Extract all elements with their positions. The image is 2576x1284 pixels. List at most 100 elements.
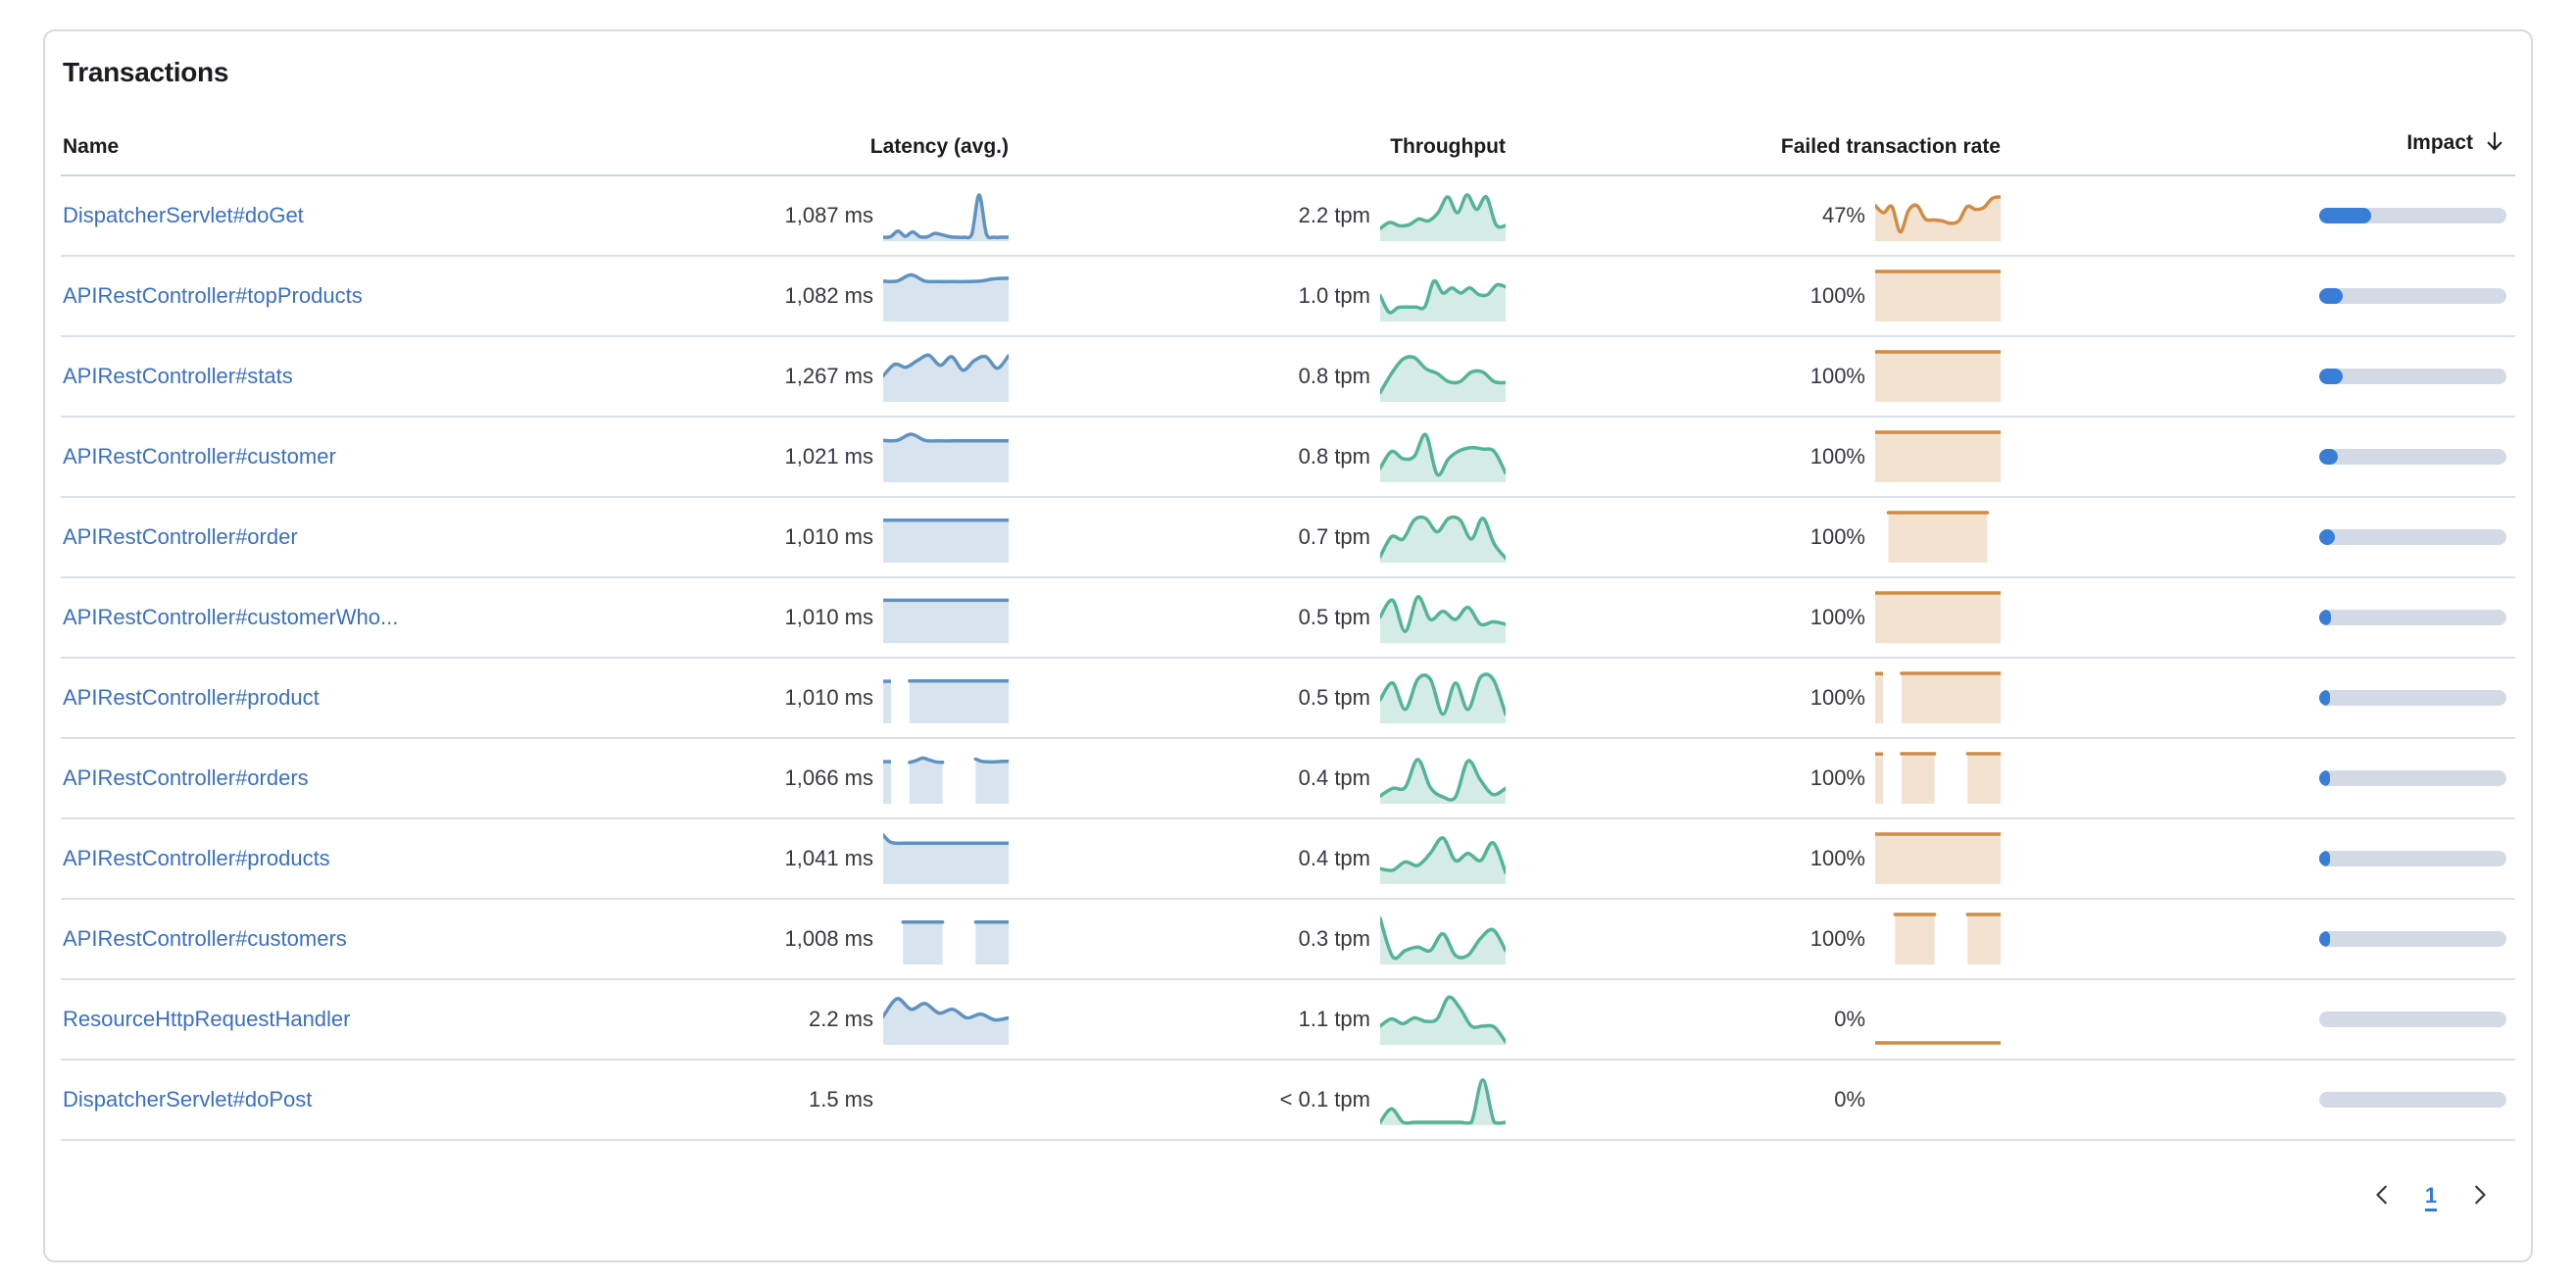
latency-sparkline xyxy=(881,189,1011,242)
throughput-value: 0.8 tpm xyxy=(1298,364,1370,388)
table-row: APIRestController#orders 1,066 ms 0.4 tp… xyxy=(61,739,2515,819)
transaction-name-link[interactable]: APIRestController#orders xyxy=(63,765,309,790)
name-cell: APIRestController#customerWho... xyxy=(61,605,596,630)
table-row: APIRestController#products 1,041 ms 0.4 … xyxy=(61,819,2515,900)
table-row: APIRestController#order 1,010 ms 0.7 tpm… xyxy=(61,498,2515,578)
failed-rate-sparkline xyxy=(1875,752,2003,805)
impact-bar-track xyxy=(2319,529,2506,545)
impact-bar-track xyxy=(2319,288,2506,304)
latency-cell: 1,267 ms xyxy=(596,350,1017,403)
latency-cell: 1,021 ms xyxy=(596,430,1017,483)
failed-rate-sparkline xyxy=(1873,591,2003,644)
latency-value: 1,082 ms xyxy=(784,283,874,308)
column-header-name[interactable]: Name xyxy=(63,135,120,158)
name-cell: APIRestController#orders xyxy=(61,765,596,791)
transaction-name-link[interactable]: APIRestController#topProducts xyxy=(63,283,363,308)
column-header-throughput[interactable]: Throughput xyxy=(1390,135,1506,158)
failed-rate-value: 100% xyxy=(1809,444,1865,469)
impact-cell xyxy=(2009,208,2515,223)
throughput-sparkline xyxy=(1378,189,1508,242)
latency-sparkline xyxy=(883,752,1011,805)
impact-cell xyxy=(2009,931,2515,947)
failed-rate-value: 100% xyxy=(1809,846,1865,870)
table-row: APIRestController#topProducts 1,082 ms 1… xyxy=(61,257,2515,337)
failed-rate-sparkline xyxy=(1873,993,2003,1046)
pagination-prev-button[interactable] xyxy=(2360,1174,2403,1217)
impact-bar-track xyxy=(2319,690,2506,706)
chevron-left-icon xyxy=(2370,1183,2394,1210)
name-cell: APIRestController#customers xyxy=(61,926,596,952)
latency-cell: 1,010 ms xyxy=(596,591,1017,644)
panel-title: Transactions xyxy=(63,57,229,87)
pagination-next-button[interactable] xyxy=(2458,1174,2502,1217)
transaction-name-link[interactable]: DispatcherServlet#doPost xyxy=(63,1087,313,1111)
impact-cell xyxy=(2009,288,2515,304)
column-header-impact[interactable]: Impact xyxy=(2009,129,2515,159)
pagination-page-current[interactable]: 1 xyxy=(2409,1174,2452,1217)
latency-value: 2.2 ms xyxy=(808,1007,873,1031)
throughput-value: 2.2 tpm xyxy=(1298,203,1370,227)
transaction-name-link[interactable]: APIRestController#product xyxy=(63,685,320,710)
failed-rate-sparkline xyxy=(1873,430,2003,483)
failed-rate-value: 100% xyxy=(1809,926,1865,951)
latency-value: 1.5 ms xyxy=(808,1087,873,1111)
failed-rate-value: 47% xyxy=(1821,203,1865,227)
latency-cell: 1,010 ms xyxy=(596,511,1017,564)
table-row: DispatcherServlet#doGet 1,087 ms 2.2 tpm… xyxy=(61,176,2515,257)
column-header-impact-label: Impact xyxy=(2406,131,2473,154)
throughput-value: 1.0 tpm xyxy=(1298,283,1370,308)
impact-bar-track xyxy=(2319,208,2506,223)
table-body: DispatcherServlet#doGet 1,087 ms 2.2 tpm… xyxy=(61,176,2515,1141)
column-header-failed-rate[interactable]: Failed transaction rate xyxy=(1780,135,2001,158)
latency-value: 1,021 ms xyxy=(784,444,874,469)
throughput-sparkline xyxy=(1378,270,1508,322)
latency-sparkline xyxy=(881,270,1011,322)
throughput-sparkline xyxy=(1378,993,1508,1046)
impact-bar-track xyxy=(2319,1092,2506,1108)
latency-value: 1,087 ms xyxy=(784,203,874,227)
throughput-sparkline xyxy=(1378,591,1508,644)
throughput-cell: 0.5 tpm xyxy=(1017,591,1514,644)
throughput-cell: 0.5 tpm xyxy=(1017,671,1514,724)
transaction-name-link[interactable]: APIRestController#customerWho... xyxy=(63,605,399,629)
transaction-name-link[interactable]: DispatcherServlet#doGet xyxy=(63,203,304,227)
impact-cell xyxy=(2009,770,2515,786)
transaction-name-link[interactable]: APIRestController#order xyxy=(63,524,298,549)
name-cell: APIRestController#customer xyxy=(61,444,596,469)
impact-cell xyxy=(2009,369,2515,384)
latency-cell: 1,082 ms xyxy=(596,270,1017,322)
throughput-value: 0.8 tpm xyxy=(1298,444,1370,469)
throughput-cell: 0.3 tpm xyxy=(1017,913,1514,965)
pagination: 1 xyxy=(61,1174,2515,1217)
failed-rate-cell: 100% xyxy=(1514,591,2009,644)
column-header-latency[interactable]: Latency (avg.) xyxy=(869,135,1009,158)
impact-bar-fill xyxy=(2319,288,2343,304)
failed-rate-sparkline xyxy=(1873,350,2003,403)
name-cell: APIRestController#stats xyxy=(61,364,596,389)
failed-rate-value: 100% xyxy=(1809,283,1865,308)
failed-rate-cell: 100% xyxy=(1514,270,2009,322)
failed-rate-cell: 100% xyxy=(1514,350,2009,403)
transaction-name-link[interactable]: APIRestController#customer xyxy=(63,444,336,469)
latency-sparkline xyxy=(883,671,1011,724)
throughput-sparkline xyxy=(1378,832,1508,885)
impact-bar-fill xyxy=(2319,770,2330,786)
failed-rate-cell: 100% xyxy=(1514,671,2009,724)
table-header: Name Latency (avg.) Throughput Failed tr… xyxy=(61,88,2515,176)
failed-rate-cell: 100% xyxy=(1514,430,2009,483)
transaction-name-link[interactable]: APIRestController#products xyxy=(63,846,330,870)
impact-bar-fill xyxy=(2319,851,2330,866)
transaction-name-link[interactable]: APIRestController#customers xyxy=(63,926,347,951)
latency-sparkline xyxy=(881,832,1011,885)
latency-sparkline xyxy=(883,1073,1009,1126)
transaction-name-link[interactable]: ResourceHttpRequestHandler xyxy=(63,1007,351,1031)
failed-rate-cell: 47% xyxy=(1514,189,2009,242)
impact-cell xyxy=(2009,529,2515,545)
table-row: APIRestController#customers 1,008 ms 0.3… xyxy=(61,900,2515,980)
table-row: DispatcherServlet#doPost 1.5 ms < 0.1 tp… xyxy=(61,1061,2515,1141)
transaction-name-link[interactable]: APIRestController#stats xyxy=(63,364,293,388)
table-row: ResourceHttpRequestHandler 2.2 ms 1.1 tp… xyxy=(61,980,2515,1061)
failed-rate-value: 100% xyxy=(1809,605,1865,629)
failed-rate-value: 100% xyxy=(1809,524,1865,549)
impact-cell xyxy=(2009,1092,2515,1108)
